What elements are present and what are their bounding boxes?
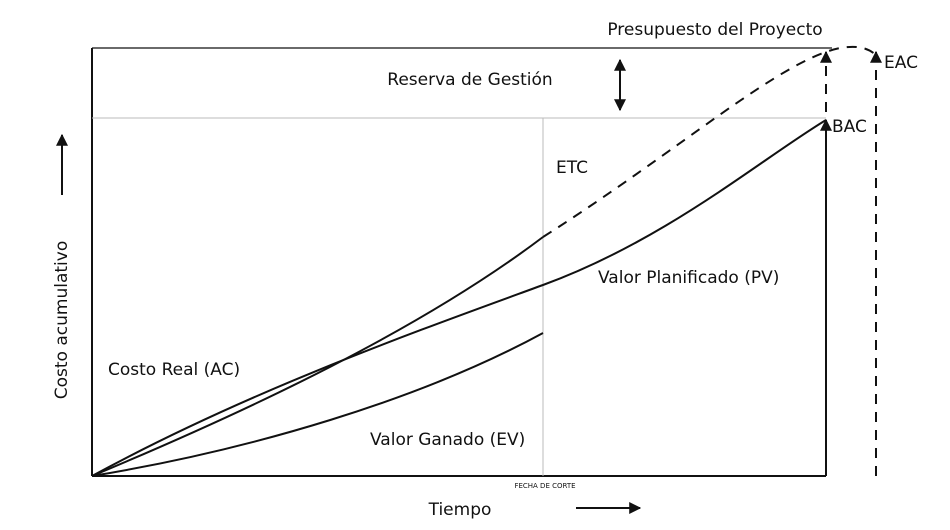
- pv-label: Valor Planificado (PV): [598, 268, 779, 288]
- bac-label: BAC: [832, 117, 867, 137]
- cutoff-label: FECHA DE CORTE: [514, 482, 575, 490]
- ac-curve: [91, 236, 544, 477]
- eac-label: EAC: [884, 53, 918, 73]
- ac-label: Costo Real (AC): [108, 360, 240, 380]
- y-axis-label: Costo acumulativo: [52, 241, 72, 399]
- pv-curve: [91, 119, 827, 477]
- ev-label: Valor Ganado (EV): [370, 430, 525, 450]
- title: Presupuesto del Proyecto: [607, 20, 822, 40]
- etc-label: ETC: [556, 158, 588, 178]
- reserve-label: Reserva de Gestión: [387, 70, 552, 90]
- ev-curve: [91, 332, 544, 477]
- x-axis-label: Tiempo: [428, 500, 492, 520]
